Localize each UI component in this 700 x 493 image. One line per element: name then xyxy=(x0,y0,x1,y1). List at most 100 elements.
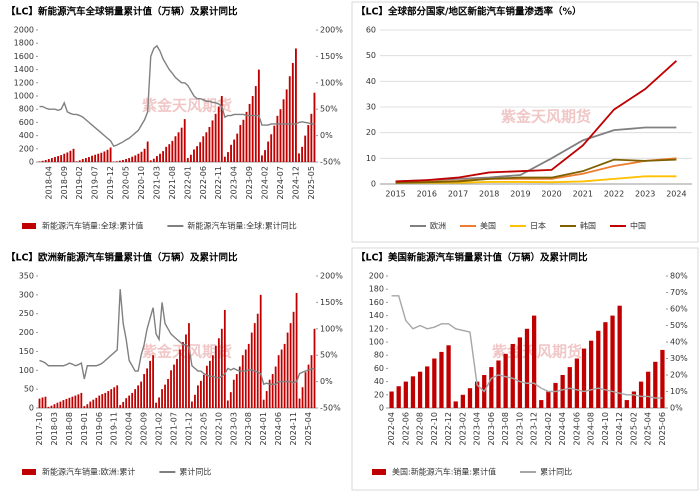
bar xyxy=(72,148,75,162)
bar xyxy=(439,351,444,408)
bar xyxy=(248,103,251,162)
bar xyxy=(417,371,423,408)
bar xyxy=(98,395,101,408)
bar xyxy=(265,391,268,408)
legend-label: 新能源汽车销量:全球:累计同比 xyxy=(187,221,296,231)
chart-title: 【LC】全球部分国家/地区新能汽车销量渗透率（%） xyxy=(356,6,582,18)
y-tick-label: 0 xyxy=(29,404,34,413)
bar xyxy=(75,161,78,162)
x-tick-label: 2022-12 xyxy=(444,412,453,445)
bar xyxy=(274,366,277,408)
y2-tick-label: 0% xyxy=(320,131,333,140)
y-tick-label: 60 xyxy=(366,26,376,35)
x-tick-label: 2018-08 xyxy=(65,412,74,445)
x-tick-label: 2020-04 xyxy=(125,412,134,445)
x-tick-label: 2021-12 xyxy=(184,412,193,445)
bar xyxy=(77,394,80,408)
x-tick-label: 2024-06 xyxy=(274,412,283,445)
bar xyxy=(646,371,651,408)
bar xyxy=(425,366,430,408)
y-tick-label: 200 xyxy=(369,272,384,281)
x-tick-label: 2025-04 xyxy=(304,412,313,445)
legend-label: 新能源汽车销量:欧洲:累计 xyxy=(42,467,135,477)
x-tick-label: 2017 xyxy=(448,190,468,199)
bar xyxy=(432,358,437,408)
y-tick-label: 200 xyxy=(19,328,34,337)
x-tick-label: 2023-02 xyxy=(458,412,467,445)
bar xyxy=(624,400,629,408)
x-tick-label: 2023-12 xyxy=(530,412,539,445)
bar xyxy=(446,345,451,408)
bar xyxy=(71,396,74,408)
bar xyxy=(200,380,202,408)
bar xyxy=(38,398,41,408)
bar xyxy=(546,391,551,408)
bar xyxy=(286,332,289,408)
bar xyxy=(307,125,310,162)
bar xyxy=(197,385,199,408)
bar xyxy=(193,149,195,162)
bar xyxy=(199,142,202,162)
bar xyxy=(189,154,192,162)
bar xyxy=(217,338,220,408)
bar xyxy=(162,151,165,162)
bar xyxy=(268,379,271,408)
legend-swatch xyxy=(22,469,36,475)
bar xyxy=(517,337,523,408)
y-tick-label: 180 xyxy=(369,285,384,294)
y-tick-label: 20 xyxy=(366,128,376,137)
bar xyxy=(165,146,168,162)
y-tick-label: 160 xyxy=(369,298,384,307)
bar xyxy=(474,381,480,408)
bar xyxy=(238,366,241,408)
bar xyxy=(251,96,254,162)
watermark: 紫金天风期货 xyxy=(501,108,591,126)
x-tick-label: 2024-08 xyxy=(587,412,596,445)
bar xyxy=(146,368,149,408)
bar xyxy=(88,157,90,162)
y-tick-label: 20 xyxy=(374,390,384,399)
bar xyxy=(81,159,84,162)
x-tick-label: 2021-07 xyxy=(170,412,179,445)
x-tick-label: 2024-01 xyxy=(259,412,268,445)
y-tick-label: 1400 xyxy=(14,65,34,74)
bar xyxy=(589,340,594,408)
bar xyxy=(531,315,537,408)
y-tick-label: 1600 xyxy=(14,52,34,61)
bar xyxy=(194,394,196,408)
x-tick-label: 2023-04 xyxy=(230,166,239,199)
bar xyxy=(223,309,226,408)
bar xyxy=(229,392,232,408)
x-tick-label: 2022-08 xyxy=(416,412,425,445)
bar xyxy=(307,364,310,408)
bar xyxy=(134,155,137,162)
bar xyxy=(288,76,291,162)
bar xyxy=(155,156,158,162)
panel-border xyxy=(351,1,699,243)
bar xyxy=(610,315,615,408)
x-tick-label: 2023 xyxy=(635,190,655,199)
bar xyxy=(179,349,181,408)
x-tick-label: 2019-02 xyxy=(75,166,84,199)
bar xyxy=(503,353,508,408)
bar xyxy=(603,322,608,408)
bar xyxy=(489,367,494,408)
y2-tick-label: 20% xyxy=(670,371,688,380)
x-tick-label: 2022-06 xyxy=(401,412,410,445)
bar xyxy=(279,109,282,162)
legend-label: 美国:新能源汽车:销量:累计值 xyxy=(392,467,496,477)
y2-tick-label: 100% xyxy=(320,78,343,87)
bar xyxy=(50,158,53,162)
bar xyxy=(146,141,149,162)
bar xyxy=(177,132,180,162)
bar xyxy=(134,389,137,408)
bar xyxy=(113,387,116,408)
y-tick-label: 1200 xyxy=(14,78,34,87)
bar xyxy=(128,395,131,408)
bar xyxy=(174,136,177,162)
legend-label: 累计同比 xyxy=(540,467,572,477)
line-series xyxy=(39,289,315,386)
legend-label: 中国 xyxy=(630,221,646,231)
bar xyxy=(261,155,263,162)
bar xyxy=(294,48,297,163)
